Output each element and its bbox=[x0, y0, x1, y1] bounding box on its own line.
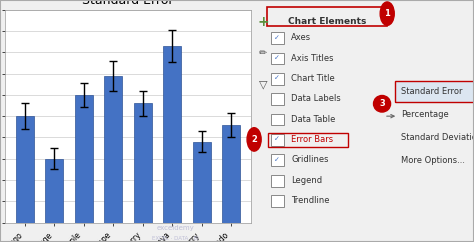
Bar bbox=[271, 195, 283, 207]
Bar bbox=[271, 93, 283, 105]
Text: Axis Titles: Axis Titles bbox=[291, 53, 334, 62]
Bar bbox=[164, 46, 181, 223]
Text: ✓: ✓ bbox=[274, 136, 280, 142]
Bar bbox=[271, 134, 283, 146]
Text: Standard Error: Standard Error bbox=[401, 87, 463, 96]
Bar bbox=[16, 116, 34, 223]
Text: ▽: ▽ bbox=[259, 80, 267, 90]
Text: +: + bbox=[257, 15, 269, 29]
Text: Axes: Axes bbox=[291, 33, 311, 42]
Bar bbox=[104, 76, 122, 223]
Bar bbox=[46, 159, 63, 223]
Text: ✓: ✓ bbox=[274, 55, 280, 61]
Circle shape bbox=[247, 128, 261, 151]
Text: EXCEL · DATA · BI: EXCEL · DATA · BI bbox=[152, 235, 199, 241]
Text: Error Bars: Error Bars bbox=[291, 135, 333, 144]
Text: 1: 1 bbox=[384, 9, 390, 18]
Bar bbox=[75, 95, 92, 223]
Text: exceldemy: exceldemy bbox=[156, 225, 194, 231]
Text: Trendline: Trendline bbox=[291, 196, 330, 205]
Bar bbox=[271, 53, 283, 64]
Bar bbox=[395, 81, 474, 102]
Title: Standard Error: Standard Error bbox=[82, 0, 174, 7]
Text: Standard Deviation: Standard Deviation bbox=[401, 133, 474, 142]
Text: 2: 2 bbox=[251, 135, 257, 144]
Text: Gridlines: Gridlines bbox=[291, 155, 329, 164]
Text: Chart Title: Chart Title bbox=[291, 74, 335, 83]
Bar bbox=[271, 32, 283, 44]
Text: Percentage: Percentage bbox=[401, 110, 449, 119]
Text: Data Table: Data Table bbox=[291, 114, 336, 124]
Text: 3: 3 bbox=[379, 99, 385, 108]
Text: ✏: ✏ bbox=[259, 48, 267, 58]
Bar bbox=[271, 175, 283, 187]
Text: Data Labels: Data Labels bbox=[291, 94, 341, 103]
Bar bbox=[271, 114, 283, 125]
Text: ✓: ✓ bbox=[274, 35, 280, 41]
Text: ✓: ✓ bbox=[274, 157, 280, 163]
Bar bbox=[271, 154, 283, 166]
Circle shape bbox=[374, 96, 391, 112]
Bar bbox=[193, 142, 210, 223]
Bar bbox=[134, 103, 152, 223]
Circle shape bbox=[380, 2, 394, 25]
Text: Legend: Legend bbox=[291, 176, 322, 185]
Text: Chart Elements: Chart Elements bbox=[288, 17, 366, 26]
Bar bbox=[222, 125, 240, 223]
Text: More Options...: More Options... bbox=[401, 156, 465, 165]
Text: ✓: ✓ bbox=[274, 75, 280, 81]
Bar bbox=[271, 73, 283, 85]
